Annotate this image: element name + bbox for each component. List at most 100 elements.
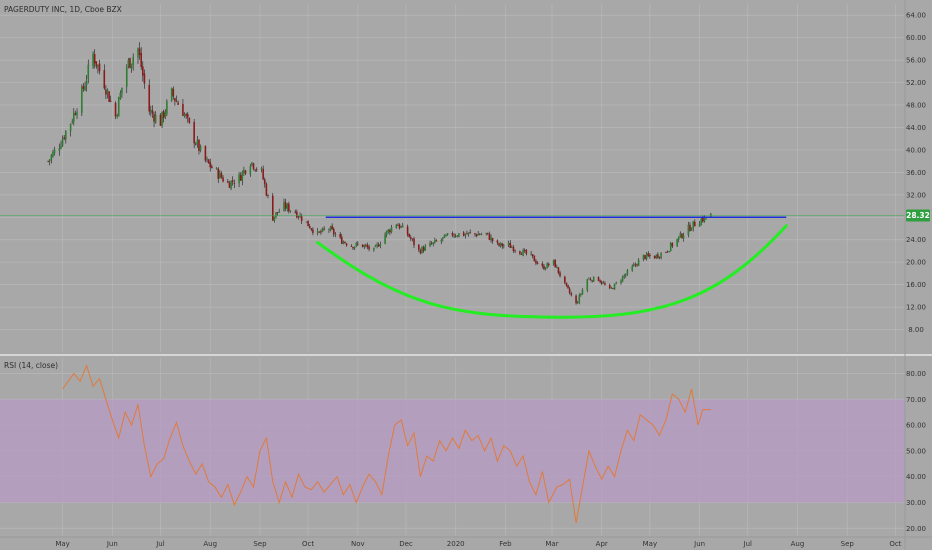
candle[interactable] (206, 156, 208, 163)
candle[interactable] (243, 166, 245, 176)
candle[interactable] (283, 198, 285, 212)
candle[interactable] (296, 209, 298, 219)
candle[interactable] (487, 232, 489, 236)
candle[interactable] (76, 108, 78, 120)
candle[interactable] (525, 249, 528, 256)
candle[interactable] (328, 228, 330, 234)
candle[interactable] (308, 224, 311, 229)
candle[interactable] (344, 241, 346, 244)
candle[interactable] (644, 254, 646, 260)
candle[interactable] (498, 242, 500, 247)
candle[interactable] (421, 246, 423, 254)
time-scale[interactable]: May Jun Jul Aug Sep Oct Nov Dec 2020 Feb Mar Apr May… (55, 540, 901, 548)
candle[interactable] (215, 167, 218, 170)
candle[interactable] (227, 178, 229, 184)
candle[interactable] (217, 167, 220, 184)
candle[interactable] (95, 61, 98, 69)
candle[interactable] (462, 231, 465, 237)
candle[interactable] (85, 74, 88, 92)
candle[interactable] (424, 244, 427, 251)
candle[interactable] (564, 275, 566, 285)
candle[interactable] (520, 252, 523, 255)
candle[interactable] (294, 209, 297, 214)
candle[interactable] (231, 176, 234, 186)
candle[interactable] (679, 231, 682, 238)
candle[interactable] (73, 108, 75, 126)
candle[interactable] (188, 117, 191, 124)
candle[interactable] (284, 198, 287, 212)
candle[interactable] (544, 266, 547, 271)
candle[interactable] (339, 232, 341, 240)
candle[interactable] (604, 281, 606, 286)
candle[interactable] (491, 237, 494, 244)
candle[interactable] (446, 232, 449, 236)
candle[interactable] (310, 228, 313, 232)
candle[interactable] (233, 179, 236, 189)
candle[interactable] (419, 248, 422, 255)
candle[interactable] (511, 245, 513, 249)
candle[interactable] (251, 162, 253, 167)
candle[interactable] (660, 252, 662, 260)
candle[interactable] (615, 281, 617, 285)
candle[interactable] (567, 284, 569, 289)
candle[interactable] (119, 90, 122, 100)
candle[interactable] (608, 283, 611, 290)
candle[interactable] (523, 248, 526, 253)
candle[interactable] (334, 231, 337, 238)
candle[interactable] (669, 241, 672, 252)
candle[interactable] (543, 263, 545, 270)
candle[interactable] (385, 230, 388, 238)
candle[interactable] (177, 100, 179, 105)
candle[interactable] (331, 223, 333, 230)
candle[interactable] (519, 250, 521, 256)
candle[interactable] (69, 123, 72, 137)
candle[interactable] (161, 111, 163, 129)
candle[interactable] (700, 217, 703, 226)
candle[interactable] (467, 232, 470, 237)
candle[interactable] (474, 232, 476, 237)
candle[interactable] (546, 262, 548, 269)
candle[interactable] (610, 286, 613, 289)
candle[interactable] (377, 242, 380, 247)
rsi-scale[interactable]: 20.00 30.00 40.00 50.00 60.00 70.00 80.00 (906, 370, 926, 533)
candle[interactable] (440, 238, 443, 245)
candle[interactable] (570, 291, 573, 297)
candle[interactable] (185, 112, 187, 120)
candle[interactable] (658, 256, 661, 260)
candle[interactable] (114, 101, 117, 120)
candle[interactable] (624, 273, 627, 278)
candle[interactable] (490, 234, 492, 243)
candle[interactable] (220, 171, 223, 179)
candle[interactable] (621, 275, 624, 283)
candle[interactable] (109, 95, 112, 103)
candle[interactable] (637, 258, 640, 266)
candle[interactable] (454, 233, 457, 238)
candle[interactable] (387, 228, 390, 234)
candle[interactable] (445, 233, 447, 237)
candle[interactable] (153, 111, 155, 128)
candle[interactable] (71, 118, 74, 124)
candle[interactable] (642, 254, 645, 262)
candle[interactable] (117, 96, 120, 117)
candle[interactable] (477, 231, 479, 236)
candle[interactable] (103, 64, 106, 91)
candle[interactable] (194, 142, 197, 146)
candle[interactable] (578, 293, 581, 305)
candle[interactable] (129, 57, 131, 69)
candle[interactable] (121, 87, 123, 98)
candle[interactable] (332, 227, 335, 238)
candle[interactable] (458, 233, 460, 238)
candle[interactable] (105, 85, 107, 100)
candle[interactable] (166, 99, 168, 117)
candle[interactable] (464, 233, 467, 239)
candle[interactable] (186, 111, 189, 123)
candle[interactable] (397, 223, 399, 226)
candle[interactable] (676, 238, 678, 248)
candle[interactable] (373, 247, 375, 252)
candle[interactable] (531, 254, 534, 259)
candle[interactable] (340, 233, 343, 245)
candle[interactable] (81, 84, 83, 116)
candle[interactable] (50, 153, 53, 164)
candle[interactable] (488, 231, 491, 241)
